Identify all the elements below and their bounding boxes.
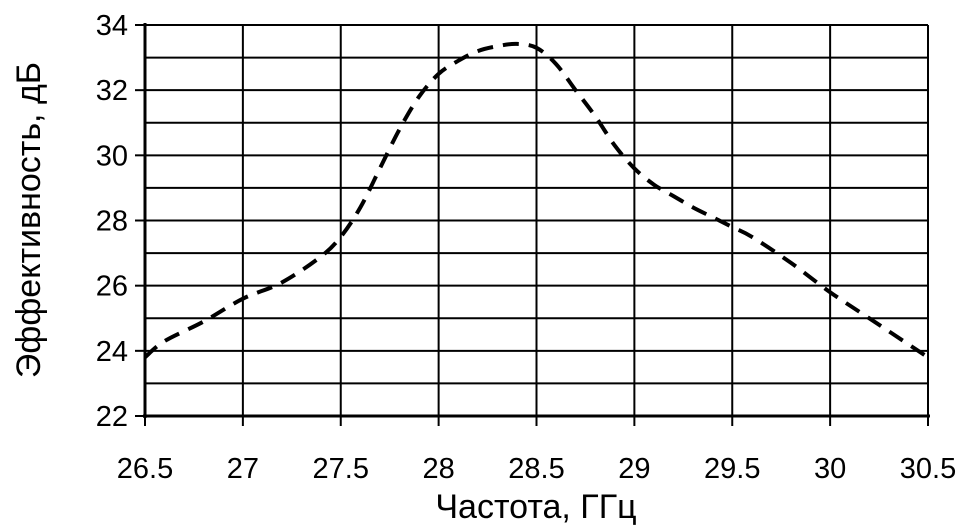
series-line-efficiency (143, 41, 930, 359)
y-tick-label: 32 (96, 75, 128, 107)
x-axis-title: Частота, ГГц (435, 488, 636, 526)
y-tick-label: 30 (96, 140, 128, 172)
y-tick-label: 26 (96, 271, 128, 303)
x-tick-label: 27.5 (313, 453, 369, 485)
y-tick-label: 34 (96, 10, 128, 42)
x-tick-label: 30.5 (900, 453, 956, 485)
y-tick-labels: 22 24 26 28 30 32 34 (96, 10, 128, 433)
x-tick-label: 28.5 (508, 453, 564, 485)
grid (144, 24, 929, 417)
axes (135, 23, 930, 426)
x-tick-label: 26.5 (117, 453, 173, 485)
x-tick-label: 29.5 (704, 453, 760, 485)
y-axis-title: Эффективность, дБ (10, 62, 48, 378)
x-tick-label: 29 (618, 453, 650, 485)
x-tick-label: 30 (814, 453, 846, 485)
y-tick-label: 28 (96, 206, 128, 238)
x-tick-label: 27 (227, 453, 259, 485)
y-tick-label: 24 (96, 336, 128, 368)
x-tick-label: 28 (422, 453, 454, 485)
x-tick-labels: 26.5 27 27.5 28 28.5 29 29.5 30 30.5 (117, 453, 956, 485)
series (143, 41, 930, 359)
y-tick-label: 22 (96, 401, 128, 433)
